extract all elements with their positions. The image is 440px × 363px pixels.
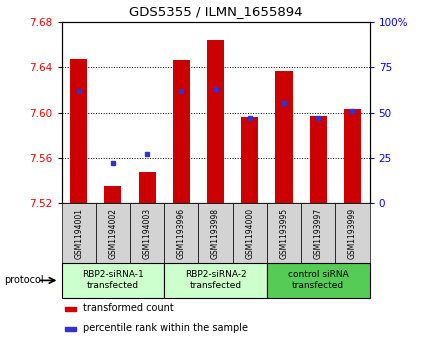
Bar [139, 172, 156, 203]
Bar [164, 203, 198, 263]
Text: transformed count: transformed count [83, 303, 174, 313]
Bar [104, 186, 121, 203]
Text: GSM1193998: GSM1193998 [211, 208, 220, 259]
Bar [241, 117, 258, 203]
Title: GDS5355 / ILMN_1655894: GDS5355 / ILMN_1655894 [129, 5, 302, 18]
Bar [207, 40, 224, 203]
Bar [310, 116, 327, 203]
Bar [233, 203, 267, 263]
Text: RBP2-siRNA-1
transfected: RBP2-siRNA-1 transfected [82, 270, 144, 290]
Text: GSM1193996: GSM1193996 [177, 208, 186, 259]
Bar [164, 263, 267, 298]
Text: GSM1193999: GSM1193999 [348, 208, 357, 259]
Bar [267, 263, 370, 298]
Bar [62, 263, 164, 298]
Text: control siRNA
transfected: control siRNA transfected [288, 270, 348, 290]
Bar [96, 203, 130, 263]
Bar [275, 70, 293, 203]
Text: percentile rank within the sample: percentile rank within the sample [83, 323, 248, 333]
Bar [198, 203, 233, 263]
Text: RBP2-siRNA-2
transfected: RBP2-siRNA-2 transfected [185, 270, 246, 290]
Bar [335, 203, 370, 263]
Text: GSM1193997: GSM1193997 [314, 208, 323, 259]
Text: GSM1194001: GSM1194001 [74, 208, 83, 259]
Text: GSM1194000: GSM1194000 [246, 208, 254, 259]
Text: GSM1194002: GSM1194002 [108, 208, 117, 259]
Bar [65, 327, 76, 331]
Bar [70, 59, 87, 203]
Bar [173, 60, 190, 203]
Bar [344, 109, 361, 203]
Text: GSM1194003: GSM1194003 [143, 208, 152, 259]
Bar [65, 307, 76, 311]
Text: protocol: protocol [4, 276, 44, 285]
Bar [62, 203, 96, 263]
Bar [301, 203, 335, 263]
Bar [130, 203, 164, 263]
Bar [267, 203, 301, 263]
Text: GSM1193995: GSM1193995 [279, 208, 289, 259]
